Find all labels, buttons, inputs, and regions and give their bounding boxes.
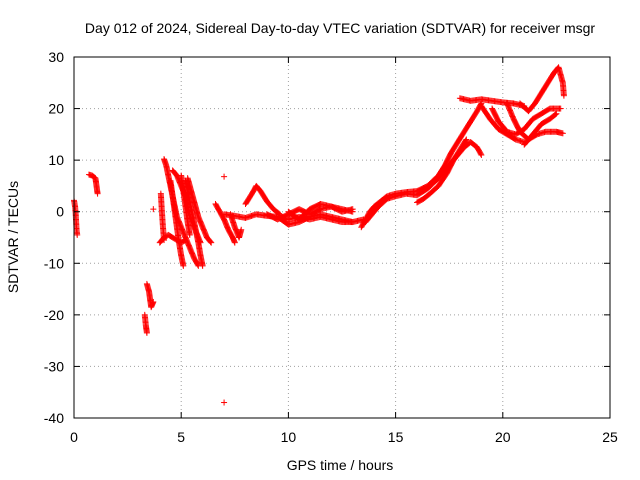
x-tick-label: 20 (495, 429, 511, 445)
chart-title: Day 012 of 2024, Sidereal Day-to-day VTE… (85, 20, 595, 36)
data-point (478, 151, 485, 158)
data-point (207, 238, 214, 245)
data-point (180, 262, 187, 269)
y-tick-label: 0 (56, 204, 64, 220)
data-point (150, 206, 157, 213)
data-point (143, 329, 150, 336)
tick-labels: 0 5 10 15 20 25 30 20 10 0 -10 -20 -30 -40 (44, 49, 618, 445)
data-point (94, 190, 101, 197)
data-point (231, 239, 238, 246)
data-point (560, 92, 567, 99)
data-point (150, 298, 157, 305)
data-point (221, 173, 228, 180)
data-point (557, 105, 564, 112)
y-tick-label: -10 (44, 255, 64, 271)
data-point (477, 150, 484, 157)
data-point (552, 111, 559, 118)
y-tick-label: 20 (48, 101, 64, 117)
data-point (349, 219, 356, 226)
y-tick-label: 10 (48, 152, 64, 168)
plot-frame (73, 56, 611, 419)
x-tick-label: 25 (602, 429, 618, 445)
data-point (238, 226, 245, 233)
y-tick-label: 30 (48, 49, 64, 65)
x-tick-label: 5 (177, 429, 185, 445)
data-point (221, 399, 228, 406)
data-point (553, 110, 560, 117)
data-point (161, 237, 168, 244)
y-tick-label: -40 (44, 410, 64, 426)
x-tick-label: 10 (281, 429, 297, 445)
data-point (559, 130, 566, 137)
data-point (349, 208, 356, 215)
data-point (463, 136, 470, 143)
x-tick-label: 15 (388, 429, 404, 445)
data-point (477, 101, 484, 108)
data-point (208, 239, 215, 246)
x-tick-label: 0 (70, 429, 78, 445)
data-point (199, 262, 206, 269)
y-tick-label: -30 (44, 358, 64, 374)
y-axis-label: SDTVAR / TECUs (5, 181, 21, 293)
data-point (186, 231, 193, 238)
y-tick-label: -20 (44, 307, 64, 323)
data-points (71, 64, 567, 406)
data-point (462, 137, 469, 144)
data-point (74, 231, 81, 238)
axis-ticks (73, 56, 611, 419)
x-axis-label: GPS time / hours (287, 457, 394, 473)
